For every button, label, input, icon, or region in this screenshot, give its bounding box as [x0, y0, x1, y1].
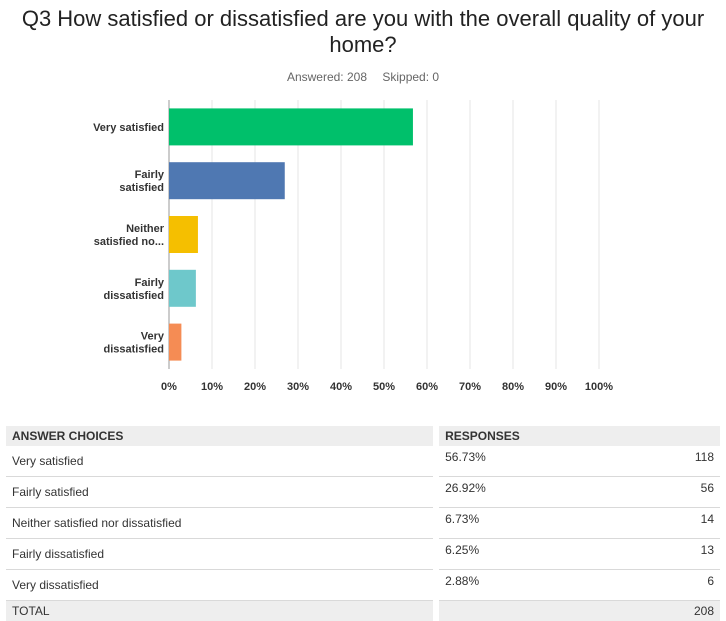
response-percent: 26.92%: [436, 477, 645, 508]
response-percent: 56.73%: [436, 446, 645, 477]
bar: [169, 270, 196, 307]
response-percent: 2.88%: [436, 570, 645, 601]
x-tick-label: 100%: [585, 381, 613, 393]
answer-choice: Fairly satisfied: [6, 477, 436, 508]
total-row: TOTAL 208: [6, 601, 720, 621]
x-tick-label: 0%: [161, 381, 177, 393]
bar: [169, 162, 285, 199]
x-tick-label: 40%: [330, 381, 352, 393]
total-count: 208: [645, 601, 720, 621]
answer-choice: Fairly dissatisfied: [6, 539, 436, 570]
x-tick-label: 30%: [287, 381, 309, 393]
response-summary: Answered: 208 Skipped: 0: [0, 70, 726, 84]
x-tick-label: 90%: [545, 381, 567, 393]
x-tick-label: 20%: [244, 381, 266, 393]
bar-chart: 0% 10% 20% 30% 40% 50% 60% 70% 80% 90% 100% Very sa…: [0, 95, 726, 405]
x-tick-label: 70%: [459, 381, 481, 393]
response-count: 6: [645, 570, 720, 601]
response-count: 13: [645, 539, 720, 570]
response-count: 56: [645, 477, 720, 508]
x-tick-label: 60%: [416, 381, 438, 393]
answered-count: Answered: 208: [287, 70, 367, 84]
x-tick-label: 80%: [502, 381, 524, 393]
table-header-row: ANSWER CHOICES RESPONSES: [6, 426, 720, 446]
bar: [169, 108, 413, 145]
category-label: Very satisfied: [93, 122, 164, 134]
response-count: 14: [645, 508, 720, 539]
header-responses: RESPONSES: [436, 426, 645, 446]
answer-choice: Very satisfied: [6, 446, 436, 477]
x-tick-label: 50%: [373, 381, 395, 393]
answer-choice: Very dissatisfied: [6, 570, 436, 601]
x-tick-label: 10%: [201, 381, 223, 393]
header-count: [645, 426, 720, 446]
header-answer-choices: ANSWER CHOICES: [6, 426, 436, 446]
response-percent: 6.25%: [436, 539, 645, 570]
response-count: 118: [645, 446, 720, 477]
skipped-count: Skipped: 0: [382, 70, 439, 84]
answer-choice: Neither satisfied nor dissatisfied: [6, 508, 436, 539]
response-percent: 6.73%: [436, 508, 645, 539]
total-label: TOTAL: [6, 601, 436, 621]
bar: [169, 216, 198, 253]
bar: [169, 324, 181, 361]
question-title: Q3 How satisfied or dissatisfied are you…: [0, 6, 726, 58]
total-spacer: [436, 601, 645, 621]
